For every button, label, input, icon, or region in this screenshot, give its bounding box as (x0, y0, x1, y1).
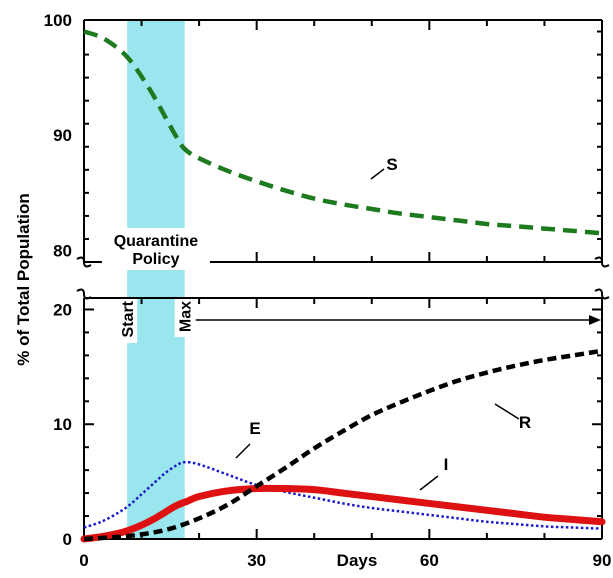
policy-title-background (101, 228, 210, 270)
x-tick-label: 30 (247, 551, 266, 570)
x-tick-label: 90 (593, 551, 612, 570)
policy-title-line1: Quarantine (114, 233, 199, 250)
y-tick-label: 10 (53, 415, 72, 434)
y-tick-label: 80 (53, 241, 72, 260)
series-i-label: I (444, 455, 449, 474)
quarantine-policy-band (127, 20, 185, 539)
y-axis-title: % of Total Population (14, 193, 33, 366)
x-tick-label: 60 (420, 551, 439, 570)
series-i-line (80, 484, 606, 543)
series-s-label: S (386, 155, 397, 174)
policy-max-label: Max (178, 301, 195, 332)
policy-start-label-background (117, 299, 138, 343)
series-e-leader-line (235, 443, 251, 459)
axis-break-left-lower (76, 288, 92, 300)
series-e-label: E (249, 419, 260, 438)
series-i-leader-line (419, 475, 439, 491)
policy-max-label-background (174, 299, 195, 337)
series-r-leader-line (494, 403, 520, 420)
axis-break-right-lower (594, 288, 610, 300)
series-s-leader-line (370, 168, 385, 180)
y-tick-label: 0 (63, 530, 72, 549)
series-s-line (83, 29, 603, 236)
y-tick-label: 90 (53, 126, 72, 145)
x-tick-label: 0 (79, 551, 88, 570)
x-axis-title: Days (337, 551, 378, 570)
y-tick-label: 20 (53, 300, 72, 319)
series-r-line (83, 348, 603, 542)
y-tick-label: 100 (44, 11, 72, 30)
policy-title-line2: Policy (132, 251, 179, 268)
series-r-label: R (519, 413, 531, 432)
max-arrow-head (589, 315, 601, 325)
policy-start-label: Start (120, 300, 137, 337)
